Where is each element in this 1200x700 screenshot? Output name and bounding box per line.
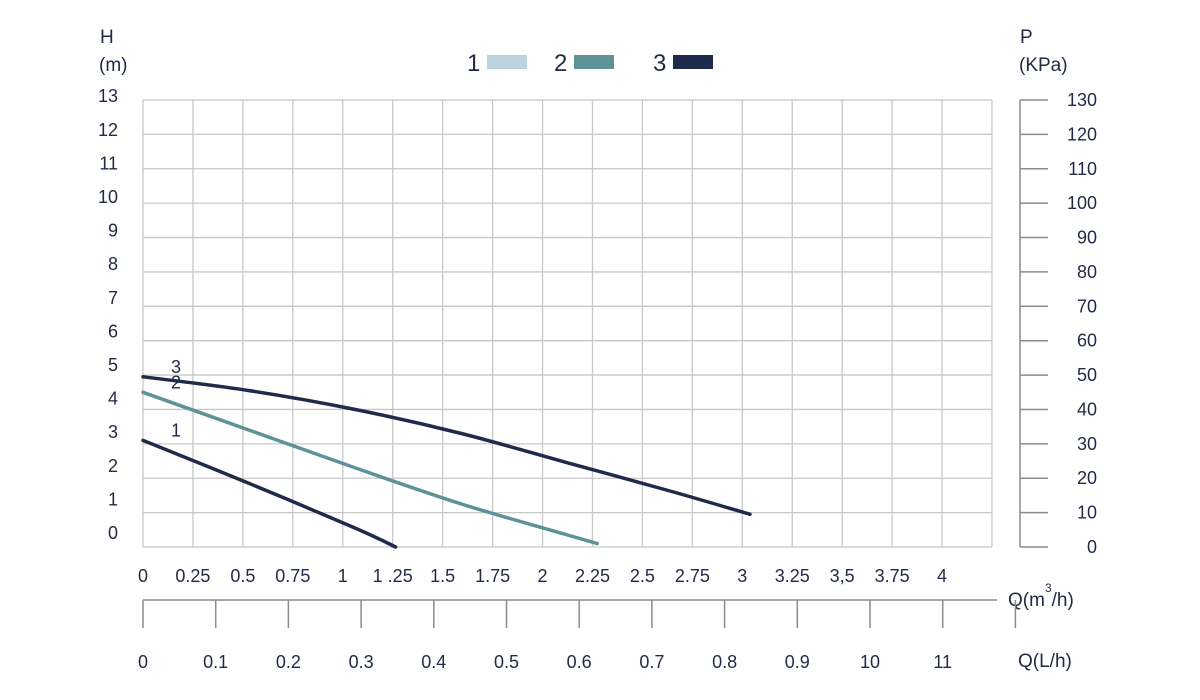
x-axis2-tick-label: 0.6 <box>567 652 592 672</box>
legend-swatch <box>574 55 614 69</box>
series-group: 123 <box>141 357 752 549</box>
right-tick-label: 30 <box>1077 434 1097 454</box>
x-axis2-tick-label: 0.2 <box>276 652 301 672</box>
left-tick-label: 2 <box>108 456 118 476</box>
x-axis2-tick-label: 0.8 <box>712 652 737 672</box>
series-line-3 <box>141 375 752 517</box>
x-axis-label-main: Q(m <box>1008 590 1045 611</box>
x-axis2-tick-label: 0.1 <box>203 652 228 672</box>
legend-label: 3 <box>653 50 666 77</box>
legend-label: 1 <box>467 50 480 77</box>
left-axis-label-unit: (m) <box>99 55 127 76</box>
x-tick-label: 2.25 <box>575 566 610 586</box>
x-axis: Q(m3/h) 0 0.25 0.5 0.75 1 1 .25 1.5 1.75 2 2.25 2.… <box>138 566 1074 611</box>
legend: 1 2 3 <box>467 50 713 77</box>
right-tick-label: 0 <box>1087 537 1097 557</box>
series-label-1: 1 <box>171 420 181 440</box>
x-tick-label: 0.75 <box>275 566 310 586</box>
x-axis2-tick-label: 0.5 <box>494 652 519 672</box>
x-axis-label: Q(m3/h) <box>1008 581 1074 611</box>
x-tick-label: 0 <box>138 566 148 586</box>
left-tick-label: 13 <box>98 86 118 106</box>
x-axis2-tick-label: 0.9 <box>785 652 810 672</box>
right-tick-label: 60 <box>1077 331 1097 351</box>
right-tick-label: 100 <box>1067 193 1097 213</box>
left-tick-label: 10 <box>98 187 118 207</box>
right-tick-label: 130 <box>1067 90 1097 110</box>
x-tick-label: 2.75 <box>675 566 710 586</box>
right-axis: P (KPa) 0 10 20 30 40 50 60 70 80 90 100 110 120 130 <box>1019 27 1097 557</box>
x-tick-label: 4 <box>937 566 947 586</box>
x-tick-label: 3.75 <box>875 566 910 586</box>
x-axis2-tick-label: 0 <box>138 652 148 672</box>
left-tick-label: 6 <box>108 321 118 341</box>
right-tick-label: 20 <box>1077 468 1097 488</box>
x-tick-label: 3.25 <box>775 566 810 586</box>
left-tick-label: 1 <box>108 489 118 509</box>
left-tick-label: 0 <box>108 523 118 543</box>
left-tick-label: 11 <box>99 153 118 173</box>
x-tick-label: 0.5 <box>230 566 255 586</box>
series-line-2 <box>141 390 599 546</box>
right-tick-label: 90 <box>1077 228 1097 248</box>
right-axis-label-unit: (KPa) <box>1019 55 1068 76</box>
series-label-3: 3 <box>171 357 181 377</box>
left-tick-label: 7 <box>108 288 118 308</box>
x-axis2-tick-label: 0.3 <box>349 652 374 672</box>
x-tick-label: 0.25 <box>175 566 210 586</box>
right-tick-label: 40 <box>1077 399 1097 419</box>
left-tick-label: 8 <box>108 254 118 274</box>
x-tick-label: 3,5 <box>830 566 855 586</box>
right-tick-label: 80 <box>1077 262 1097 282</box>
legend-swatch <box>673 55 713 69</box>
x-axis2-tick-label: 0.7 <box>639 652 664 672</box>
x-tick-label: 1 .25 <box>373 566 413 586</box>
x-axis2-label: Q(L/h) <box>1018 651 1072 672</box>
legend-label: 2 <box>554 50 567 77</box>
grid <box>142 99 993 548</box>
x-axis2-tick-label: 10 <box>860 652 880 672</box>
x-axis-label-sup: 3 <box>1045 581 1052 595</box>
right-tick-label: 110 <box>1068 159 1097 179</box>
x-axis-secondary: Q(L/h) 0 0.1 0.2 0.3 0.4 0.5 0.6 0.7 0.8 0.9 10 11 <box>138 599 1072 672</box>
x-tick-label: 1.75 <box>475 566 510 586</box>
x-tick-label: 3 <box>737 566 747 586</box>
x-axis2-tick-label: 0.4 <box>421 652 446 672</box>
x-axis-label-end: /h) <box>1052 590 1074 611</box>
right-tick-label: 70 <box>1077 296 1097 316</box>
x-tick-label: 1.5 <box>430 566 455 586</box>
x-tick-label: 1 <box>338 566 348 586</box>
x-tick-label: 2 <box>538 566 548 586</box>
left-tick-label: 9 <box>108 221 118 241</box>
left-tick-label: 3 <box>108 422 118 442</box>
right-tick-label: 120 <box>1067 124 1097 144</box>
x-axis2-tick-label: 11 <box>933 652 952 672</box>
right-tick-label: 10 <box>1077 503 1097 523</box>
x-tick-label: 2.5 <box>630 566 655 586</box>
left-tick-label: 5 <box>108 355 118 375</box>
right-tick-label: 50 <box>1077 365 1097 385</box>
left-tick-label: 4 <box>108 389 118 409</box>
left-tick-label: 12 <box>98 120 118 140</box>
legend-swatch <box>487 55 527 69</box>
right-axis-label-p: P <box>1020 27 1033 48</box>
series-line-1 <box>141 438 398 549</box>
left-axis-label-h: H <box>100 27 114 48</box>
